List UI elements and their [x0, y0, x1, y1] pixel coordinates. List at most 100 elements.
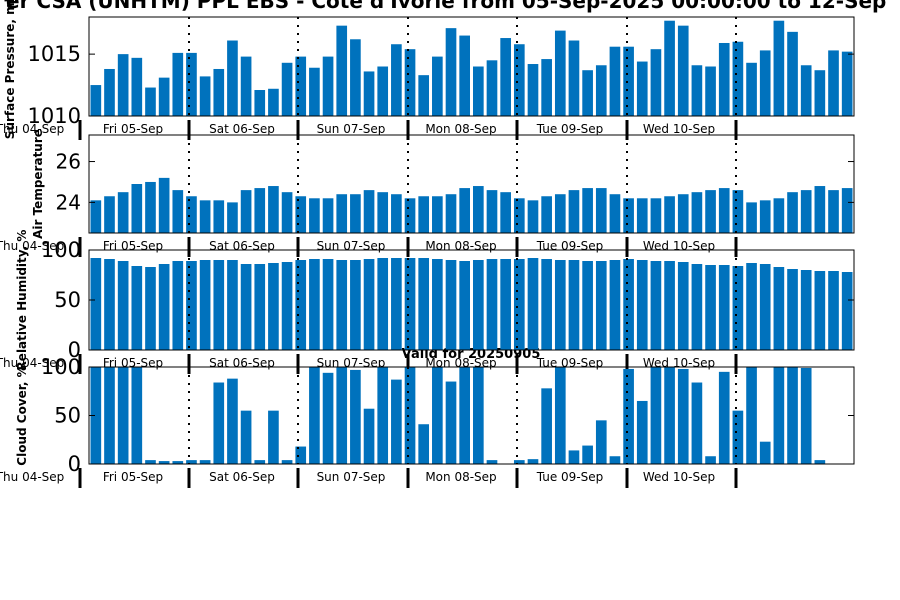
bar	[432, 56, 443, 116]
bar	[459, 261, 470, 350]
bar	[732, 190, 744, 233]
bar	[664, 261, 675, 350]
x-tick-label: Mon 08-Sep	[425, 239, 496, 253]
bar	[227, 202, 238, 234]
bar	[568, 40, 580, 117]
bar	[800, 65, 812, 116]
y-tick-label: 1010	[28, 104, 81, 128]
y-tick-label: 0	[68, 338, 81, 362]
bar	[732, 41, 744, 116]
bar	[650, 198, 662, 233]
bar	[650, 49, 662, 116]
y-tick-label: 50	[54, 404, 81, 428]
bar	[486, 60, 498, 116]
bar	[486, 460, 498, 464]
y-axis-label: Cloud Cover, %	[15, 365, 29, 465]
x-tick-label: Sun 07-Sep	[317, 122, 386, 136]
bar	[746, 263, 757, 350]
bar	[281, 192, 293, 233]
bar	[377, 258, 389, 350]
bar	[213, 200, 225, 233]
bar	[295, 446, 307, 464]
bar	[309, 259, 320, 350]
bar	[527, 200, 539, 233]
bar	[117, 367, 129, 464]
bar	[705, 265, 716, 350]
bar	[759, 264, 771, 350]
bar	[377, 367, 389, 464]
bar	[404, 198, 416, 233]
bar	[759, 441, 771, 464]
bar	[117, 261, 129, 350]
x-tick-label: Fri 05-Sep	[103, 239, 163, 253]
bar	[145, 267, 156, 350]
bar	[404, 49, 416, 116]
bar	[554, 367, 566, 464]
bar	[841, 188, 853, 233]
chart-title: er CSA (UNHTM) PPL EBS - Cote d'Ivorie f…	[6, 0, 886, 13]
y-axis-label: Relative Humidity, %	[15, 230, 29, 371]
bar	[705, 456, 716, 464]
x-tick-label: Tue 09-Sep	[536, 356, 604, 370]
bar	[664, 20, 675, 116]
bar	[418, 75, 430, 116]
bar	[391, 194, 402, 233]
bar	[636, 61, 648, 116]
x-tick-label: Wed 10-Sep	[643, 239, 715, 253]
bar	[363, 71, 375, 116]
bar	[281, 262, 293, 350]
bar	[841, 51, 853, 116]
bar	[459, 367, 470, 464]
bar	[186, 196, 197, 233]
y-tick-label: 26	[56, 150, 81, 174]
bar	[254, 264, 266, 350]
bar	[213, 260, 225, 350]
bar	[309, 67, 320, 116]
x-tick-label: Sun 07-Sep	[317, 356, 386, 370]
bar	[595, 65, 607, 116]
bar	[199, 260, 211, 350]
y-axis-label: Air Temperature	[31, 129, 45, 239]
bar	[213, 68, 225, 116]
bar	[828, 190, 839, 233]
bar	[595, 188, 607, 233]
bar	[527, 459, 539, 464]
y-tick-label: 1015	[28, 42, 81, 66]
bar	[582, 261, 593, 350]
bar	[322, 56, 334, 116]
x-tick-label: Tue 09-Sep	[536, 122, 604, 136]
bar	[691, 192, 703, 233]
bar	[773, 267, 785, 350]
bar	[568, 260, 580, 350]
panel-3: 0 50 100 Relative Humidity, %Thu 04-Sep Fri …	[0, 230, 855, 374]
bar	[691, 382, 703, 464]
plot-frame	[88, 134, 855, 234]
bar	[131, 367, 143, 464]
bar	[199, 200, 211, 233]
bar	[322, 198, 334, 233]
bar	[254, 90, 266, 116]
y-tick-label: 50	[54, 288, 81, 312]
x-tick-label: Tue 09-Sep	[536, 239, 604, 253]
bar	[158, 461, 170, 464]
bar	[459, 35, 470, 117]
bar	[677, 368, 689, 464]
bar	[104, 68, 115, 116]
bar	[623, 198, 634, 233]
bar	[104, 367, 115, 464]
bar	[350, 194, 361, 233]
bar	[391, 44, 402, 117]
bar	[418, 258, 430, 350]
bar	[582, 445, 593, 464]
bar	[541, 196, 552, 233]
bar	[623, 368, 634, 464]
bar	[664, 196, 675, 233]
bar	[623, 259, 634, 350]
bar	[746, 202, 757, 234]
bar	[814, 271, 826, 350]
bar	[186, 460, 197, 464]
